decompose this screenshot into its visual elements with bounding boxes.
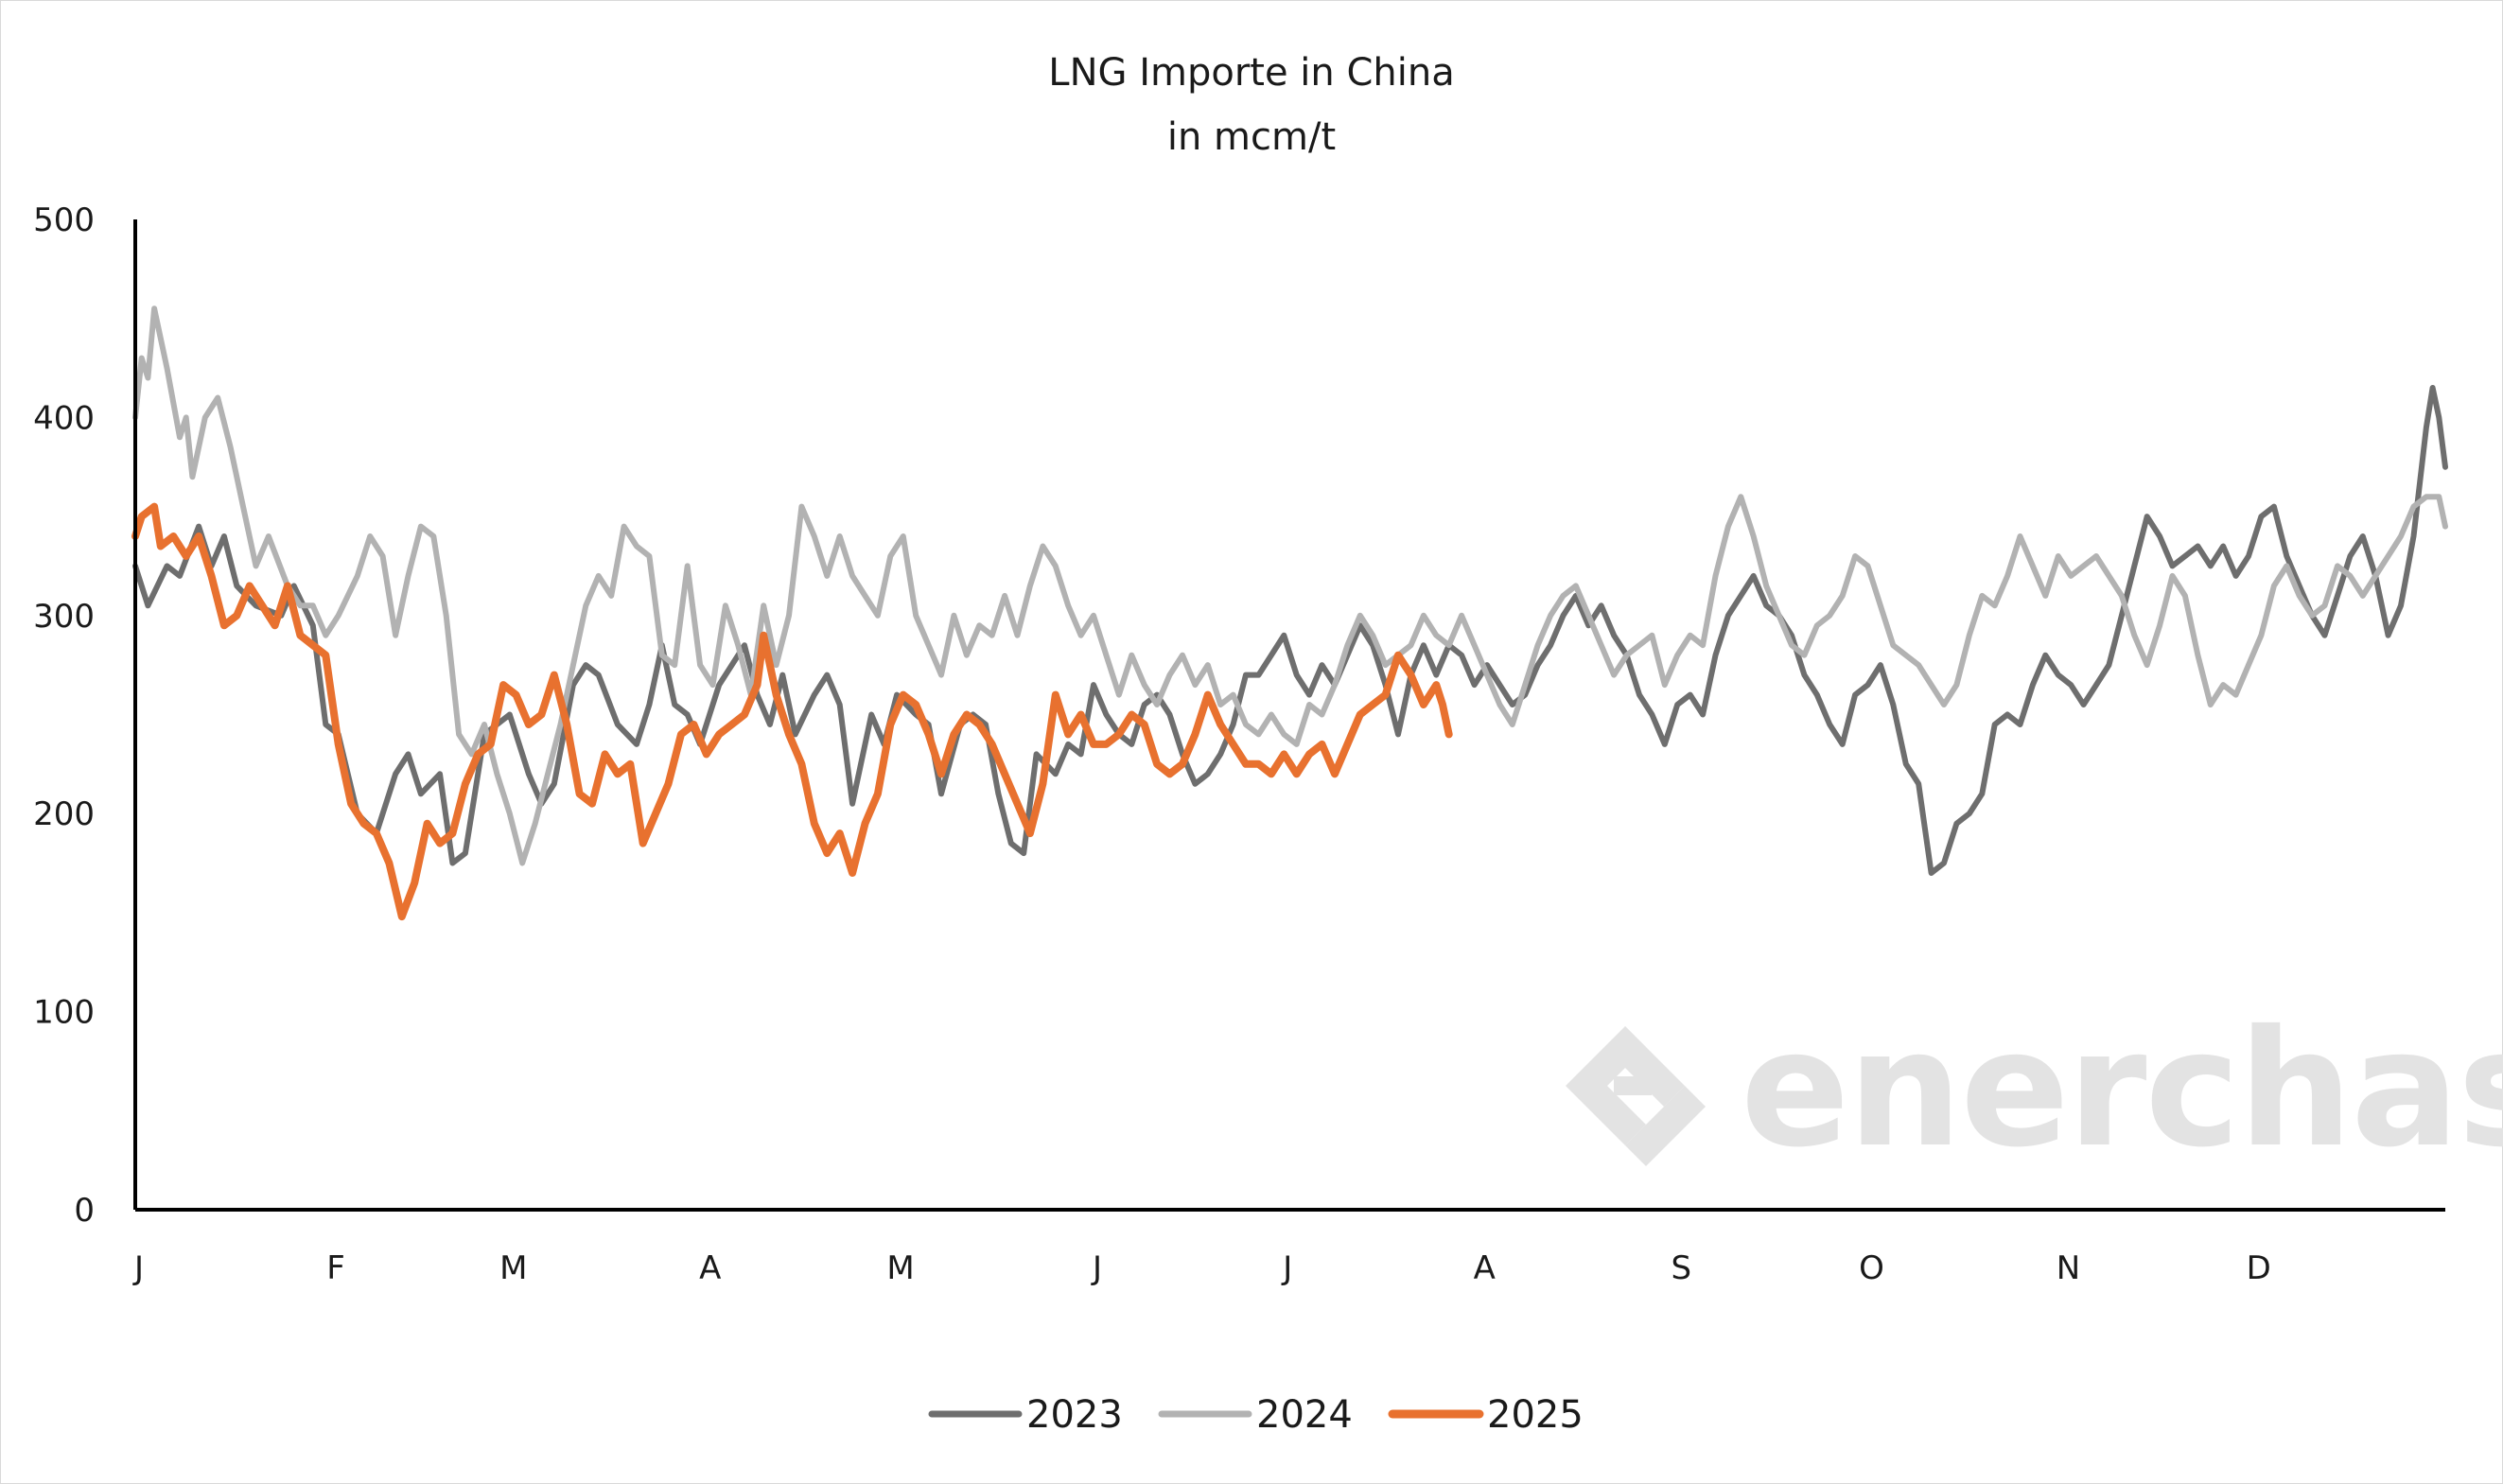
legend: 2023 2024 2025 bbox=[928, 1393, 1584, 1437]
y-axis-ticks: 0 100 200 300 400 500 bbox=[33, 201, 95, 1230]
y-tick-label: 0 bbox=[74, 1192, 95, 1230]
y-tick-label: 300 bbox=[33, 598, 95, 636]
x-tick-label: J bbox=[132, 1249, 144, 1287]
enerchase-logo-icon bbox=[1566, 1026, 1706, 1166]
x-tick-label: N bbox=[2057, 1249, 2080, 1287]
y-tick-label: 500 bbox=[33, 201, 95, 239]
chart-subtitle: in mcm/t bbox=[1167, 115, 1336, 159]
series-line-2023 bbox=[132, 385, 2448, 876]
series-lines bbox=[131, 306, 2448, 921]
x-tick-label: D bbox=[2247, 1249, 2271, 1287]
x-tick-label: A bbox=[1474, 1249, 1496, 1287]
chart-title: LNG Importe in China bbox=[1048, 51, 1454, 95]
series-line-2024 bbox=[132, 306, 2448, 866]
legend-label-2025: 2025 bbox=[1487, 1393, 1584, 1437]
watermark-text: enerchase bbox=[1741, 996, 2503, 1183]
y-tick-label: 400 bbox=[33, 399, 95, 437]
series-line-2025 bbox=[131, 502, 1453, 921]
legend-label-2024: 2024 bbox=[1256, 1393, 1353, 1437]
y-tick-label: 200 bbox=[33, 795, 95, 833]
x-tick-label: M bbox=[499, 1249, 527, 1287]
x-tick-label: F bbox=[326, 1249, 345, 1287]
x-tick-label: J bbox=[1281, 1249, 1292, 1287]
legend-label-2023: 2023 bbox=[1026, 1393, 1123, 1437]
x-tick-label: O bbox=[1859, 1249, 1884, 1287]
x-tick-label: M bbox=[886, 1249, 914, 1287]
x-tick-label: A bbox=[699, 1249, 721, 1287]
x-tick-label: J bbox=[1091, 1249, 1102, 1287]
y-tick-label: 100 bbox=[33, 994, 95, 1032]
x-tick-label: S bbox=[1671, 1249, 1691, 1287]
